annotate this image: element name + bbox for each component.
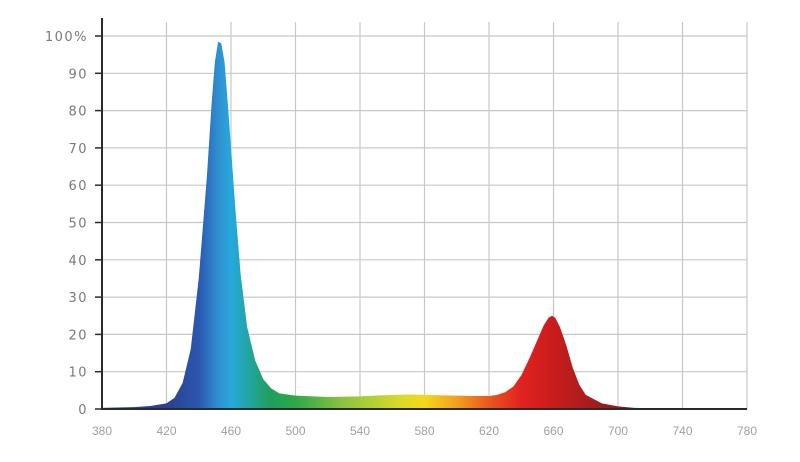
x-tick-label-620: 620 — [479, 424, 499, 438]
x-tick-label-420: 420 — [156, 424, 176, 438]
x-tick-label-580: 580 — [414, 424, 434, 438]
x-tick-label-500: 500 — [285, 424, 305, 438]
x-tick-label-540: 540 — [350, 424, 370, 438]
y-tick-label-90: 90 — [68, 67, 88, 82]
y-tick-label-80: 80 — [68, 105, 88, 120]
y-tick-label-20: 20 — [68, 328, 88, 343]
x-tick-label-740: 740 — [672, 424, 692, 438]
plot-area — [102, 41, 747, 409]
y-tick-label-40: 40 — [68, 254, 88, 269]
x-tick-label-380: 380 — [92, 424, 112, 438]
spectrum-area — [102, 41, 747, 409]
y-tick-label-30: 30 — [68, 291, 88, 306]
y-tick-label-0: 0 — [78, 403, 88, 418]
x-tick-label-700: 700 — [608, 424, 628, 438]
x-tick-label-660: 660 — [543, 424, 563, 438]
y-tick-label-100: 100% — [45, 30, 88, 45]
y-tick-label-10: 10 — [68, 366, 88, 381]
y-tick-labels: 0 10 20 30 40 50 60 70 80 90 100% — [45, 30, 88, 418]
y-tick-label-70: 70 — [68, 142, 88, 157]
y-tick-label-50: 50 — [68, 217, 88, 232]
x-tick-labels: 380 420 460 500 540 580 620 660 700 740 780 — [92, 424, 757, 438]
axes — [95, 18, 747, 410]
x-tick-label-460: 460 — [221, 424, 241, 438]
x-tick-label-780: 780 — [737, 424, 757, 438]
y-tick-label-60: 60 — [68, 179, 88, 194]
